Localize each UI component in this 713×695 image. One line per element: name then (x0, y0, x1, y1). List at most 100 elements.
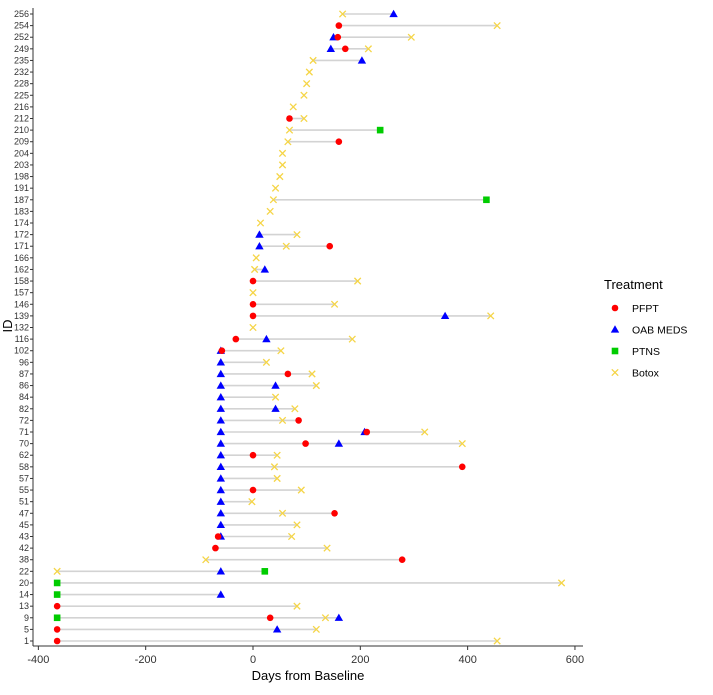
point-212-botox-stroke-b (300, 114, 308, 123)
point-198-botox (276, 172, 284, 181)
point-22-ptns (261, 568, 269, 575)
legend-title: Treatment (604, 277, 663, 292)
y-tick-label-42: 42 (19, 543, 29, 553)
x-tick-label--400: -400 (27, 654, 49, 666)
point-256-botox-stroke-b (338, 10, 347, 18)
point-172-oab-meds (255, 230, 264, 238)
point-13-pfpt (53, 602, 61, 610)
y-tick-label-183: 183 (14, 206, 29, 216)
y-tick-label-45: 45 (19, 520, 29, 530)
y-axis-title: ID (0, 320, 15, 333)
point-51-botox (248, 498, 256, 506)
legend-key-oab-meds (610, 325, 620, 333)
point-82-oab-meds (216, 404, 226, 412)
y-tick-label-38: 38 (19, 555, 29, 565)
point-158-botox-stroke-b (353, 277, 362, 285)
point-86-oab-meds (216, 381, 226, 389)
x-tick-label-600: 600 (566, 654, 584, 666)
y-tick-label-20: 20 (19, 578, 29, 588)
point-139-botox (487, 312, 495, 320)
point-249-oab-meds (326, 44, 336, 52)
point-216-botox (289, 103, 297, 111)
y-tick-label-51: 51 (19, 497, 29, 507)
point-102-botox (277, 347, 285, 355)
point-45-botox (293, 521, 301, 529)
point-102-pfpt (218, 347, 226, 355)
point-249-botox (364, 45, 373, 53)
point-209-pfpt (335, 138, 343, 146)
point-72-pfpt (295, 417, 302, 424)
point-162-oab-meds (260, 265, 270, 273)
point-47-botox (278, 509, 287, 517)
point-82-oab-meds (271, 404, 280, 412)
point-187-ptns (483, 196, 490, 204)
point-174-botox (256, 219, 265, 227)
y-tick-label-96: 96 (19, 357, 29, 367)
point-22-oab-meds (216, 567, 226, 575)
y-tick-label-5: 5 (24, 624, 29, 634)
point-1-botox (493, 637, 501, 645)
point-171-pfpt (326, 242, 334, 250)
point-43-pfpt (214, 533, 222, 540)
y-tick-label-235: 235 (14, 55, 29, 65)
point-5-botox (312, 625, 320, 634)
point-87-oab-meds (216, 369, 226, 378)
point-209-botox (284, 138, 292, 146)
point-86-botox (312, 381, 320, 390)
patient-timelines (57, 13, 562, 642)
point-132-botox (249, 323, 257, 332)
point-71-pfpt (363, 428, 371, 436)
y-tick-label-225: 225 (14, 90, 29, 100)
point-146-pfpt (249, 300, 257, 308)
point-42-botox-stroke-b (323, 544, 331, 552)
y-tick-label-256: 256 (14, 9, 29, 19)
y-tick-label-116: 116 (15, 334, 29, 344)
point-96-oab-meds (216, 358, 226, 366)
legend-label-ptns: PTNS (632, 346, 660, 358)
point-116-oab-meds (262, 334, 271, 343)
point-57-botox (273, 474, 281, 483)
point-256-botox (338, 10, 347, 18)
point-84-oab-meds (216, 392, 226, 401)
point-55-oab-meds (216, 485, 226, 494)
point-249-pfpt (341, 45, 349, 53)
legend-key-botox (611, 368, 619, 377)
point-139-botox-stroke-b (487, 312, 495, 320)
point-57-botox-stroke-b (273, 474, 281, 483)
point-254-pfpt (335, 22, 343, 29)
point-82-botox (291, 405, 299, 413)
x-tick-label-0: 0 (250, 654, 256, 666)
y-tick-label-228: 228 (14, 79, 29, 89)
point-232-botox (305, 68, 314, 76)
point-225-botox (300, 91, 308, 99)
legend-label-pfpt: PFPT (632, 303, 659, 315)
x-axis-ticks: -400 -200 0 200 400 600 (27, 646, 584, 666)
y-tick-label-62: 62 (19, 450, 29, 460)
point-157-botox (249, 289, 257, 297)
point-254-botox (493, 21, 501, 30)
point-9-oab-meds (334, 613, 344, 621)
point-71-oab-meds (216, 427, 226, 436)
point-38-pfpt (398, 556, 406, 564)
point-158-pfpt (249, 277, 257, 285)
point-139-oab-meds (440, 311, 450, 320)
y-tick-label-58: 58 (19, 462, 29, 472)
y-tick-label-252: 252 (14, 32, 29, 42)
point-45-botox-stroke-b (293, 521, 301, 529)
point-5-oab-meds (272, 625, 282, 633)
point-139-pfpt (249, 312, 257, 320)
point-42-pfpt (212, 544, 219, 552)
point-51-botox-stroke-b (248, 498, 256, 506)
x-tick-label-200: 200 (351, 654, 369, 666)
point-157-botox-stroke-b (249, 289, 257, 297)
point-191-botox-stroke-b (271, 184, 280, 192)
y-tick-label-55: 55 (19, 485, 29, 495)
point-232-botox-stroke-b (305, 68, 314, 76)
point-191-botox (271, 184, 280, 192)
point-235-oab-meds (357, 56, 367, 64)
point-9-pfpt (266, 614, 274, 622)
point-38-botox-stroke-b (202, 556, 210, 564)
y-tick-label-84: 84 (19, 392, 29, 402)
point-22-botox-stroke-b (53, 567, 61, 575)
